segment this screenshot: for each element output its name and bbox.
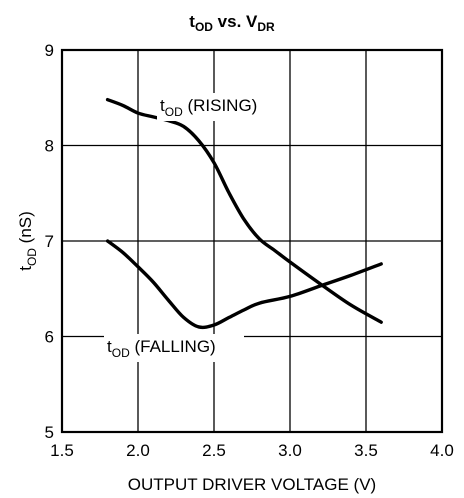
y-tick-label: 5 <box>45 423 54 442</box>
series-label-falling: tOD (FALLING) <box>107 337 216 360</box>
x-tick-label: 1.5 <box>50 441 74 460</box>
tick-labels: 1.5 2.0 2.5 3.0 3.5 4.0 5 6 7 8 9 <box>45 41 454 460</box>
title-vs-v: vs. V <box>213 12 258 31</box>
series-label-rising: tOD (RISING) <box>160 96 257 119</box>
plot-frame <box>60 48 444 434</box>
y-tick-label: 7 <box>45 232 54 251</box>
x-tick-label: 4.0 <box>430 441 454 460</box>
y-tick-label: 8 <box>45 137 54 156</box>
x-tick-label: 3.0 <box>278 441 302 460</box>
chart-title: tOD vs. VDR <box>189 12 275 34</box>
y-tick-label: 9 <box>45 41 54 60</box>
title-t: t <box>189 12 195 31</box>
title-sub-od: OD <box>195 20 213 34</box>
y-axis-label: tOD (nS) <box>16 211 39 271</box>
x-tick-label: 3.5 <box>354 441 378 460</box>
x-tick-label: 2.5 <box>202 441 226 460</box>
title-sub-dr: DR <box>257 20 275 34</box>
series-group <box>105 97 383 330</box>
x-tick-label: 2.0 <box>126 441 150 460</box>
falling-label-bg <box>104 334 244 362</box>
series-line-rising <box>105 97 383 324</box>
y-tick-label: 6 <box>45 328 54 347</box>
rising-label-bg <box>157 93 284 121</box>
series-line-falling <box>105 239 383 330</box>
x-axis-label: OUTPUT DRIVER VOLTAGE (V) <box>128 475 376 494</box>
